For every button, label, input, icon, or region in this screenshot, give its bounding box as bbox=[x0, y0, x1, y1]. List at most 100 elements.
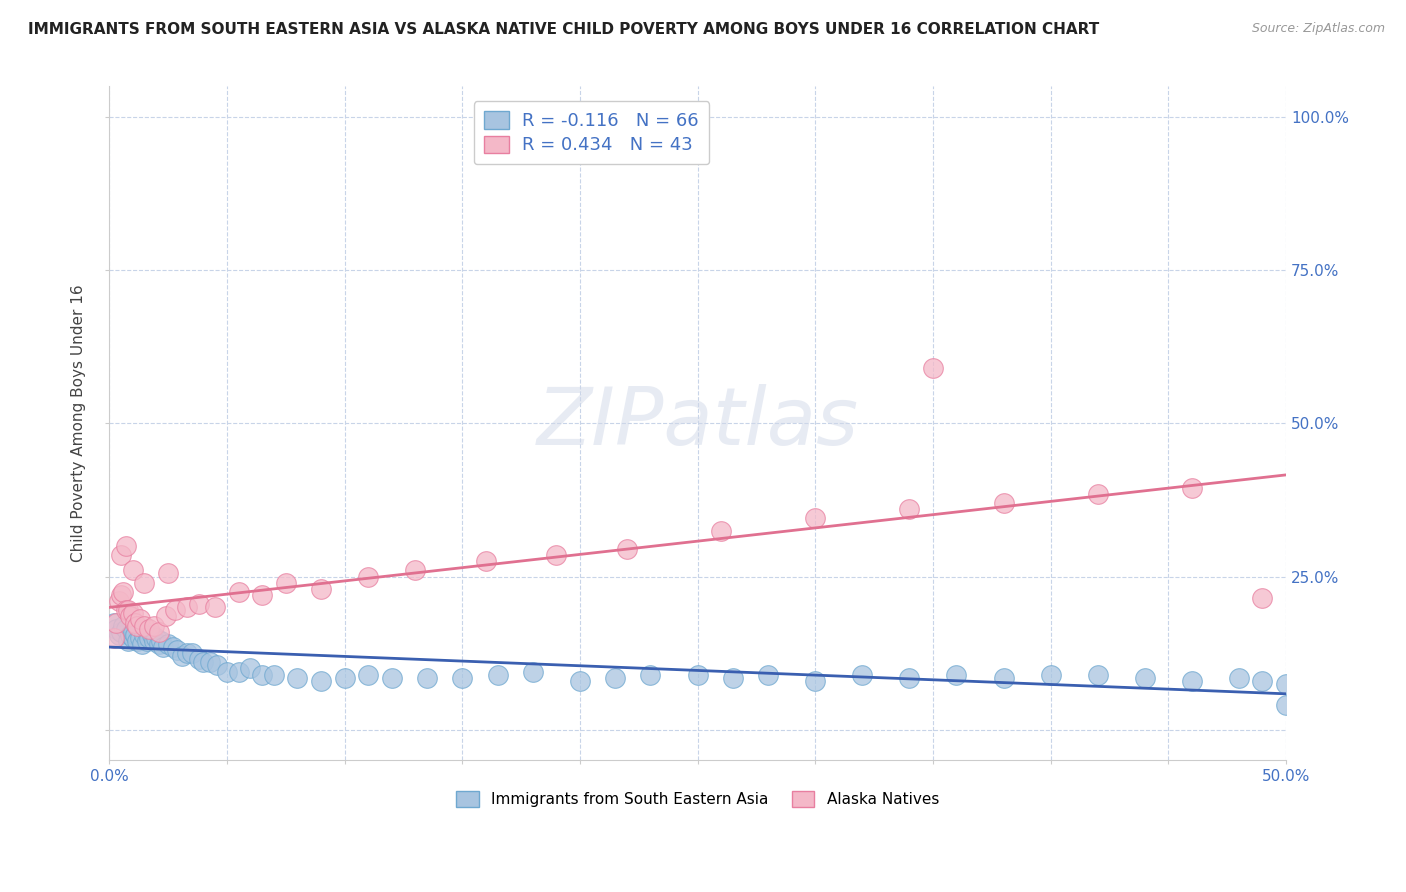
Point bbox=[756, 667, 779, 681]
Point bbox=[135, 633, 157, 648]
Legend: Immigrants from South Eastern Asia, Alaska Natives: Immigrants from South Eastern Asia, Alas… bbox=[450, 785, 945, 814]
Point bbox=[145, 631, 167, 645]
Point bbox=[851, 667, 873, 681]
Point bbox=[200, 656, 222, 670]
Point bbox=[131, 637, 153, 651]
Point bbox=[162, 640, 184, 654]
Text: Source: ZipAtlas.com: Source: ZipAtlas.com bbox=[1251, 22, 1385, 36]
Point bbox=[128, 631, 150, 645]
Point bbox=[898, 502, 921, 516]
Point bbox=[127, 618, 149, 632]
Point bbox=[134, 575, 156, 590]
Point bbox=[156, 637, 179, 651]
Point bbox=[239, 661, 262, 675]
Point bbox=[110, 548, 132, 562]
Point bbox=[105, 615, 128, 630]
Point bbox=[333, 671, 356, 685]
Point bbox=[263, 667, 285, 681]
Point bbox=[103, 631, 125, 645]
Point bbox=[474, 554, 496, 568]
Point bbox=[152, 640, 174, 654]
Point bbox=[121, 563, 143, 577]
Point bbox=[187, 597, 209, 611]
Point bbox=[112, 585, 135, 599]
Point bbox=[124, 628, 146, 642]
Point bbox=[207, 658, 229, 673]
Point bbox=[721, 671, 744, 685]
Point bbox=[110, 588, 132, 602]
Point bbox=[193, 656, 215, 670]
Point bbox=[107, 628, 129, 642]
Point bbox=[120, 628, 142, 642]
Point bbox=[250, 667, 273, 681]
Point bbox=[228, 585, 250, 599]
Point bbox=[148, 637, 170, 651]
Point bbox=[546, 548, 568, 562]
Point bbox=[1133, 671, 1156, 685]
Point bbox=[640, 667, 662, 681]
Point bbox=[451, 671, 474, 685]
Point bbox=[1087, 667, 1109, 681]
Point bbox=[993, 671, 1015, 685]
Point bbox=[128, 612, 150, 626]
Point bbox=[148, 624, 170, 639]
Point bbox=[121, 631, 143, 645]
Point bbox=[103, 615, 125, 630]
Point bbox=[215, 665, 238, 679]
Point bbox=[176, 646, 198, 660]
Point bbox=[1275, 698, 1298, 713]
Point bbox=[155, 609, 177, 624]
Point bbox=[105, 622, 128, 636]
Point bbox=[142, 633, 165, 648]
Point bbox=[1227, 671, 1250, 685]
Point bbox=[287, 671, 309, 685]
Point bbox=[804, 673, 827, 688]
Point bbox=[156, 566, 179, 581]
Point bbox=[568, 673, 591, 688]
Point bbox=[404, 563, 426, 577]
Point bbox=[120, 609, 142, 624]
Point bbox=[141, 628, 163, 642]
Point bbox=[124, 615, 146, 630]
Point bbox=[1181, 673, 1204, 688]
Point bbox=[180, 646, 202, 660]
Point bbox=[117, 603, 139, 617]
Point bbox=[486, 667, 509, 681]
Point bbox=[127, 633, 149, 648]
Point bbox=[357, 569, 380, 583]
Point bbox=[121, 624, 143, 639]
Point bbox=[357, 667, 380, 681]
Point bbox=[134, 618, 156, 632]
Point bbox=[1251, 591, 1274, 605]
Point bbox=[187, 652, 209, 666]
Point bbox=[138, 631, 160, 645]
Point bbox=[710, 524, 733, 538]
Point bbox=[204, 600, 226, 615]
Point bbox=[114, 622, 136, 636]
Point bbox=[1087, 487, 1109, 501]
Point bbox=[309, 582, 332, 596]
Point bbox=[1039, 667, 1062, 681]
Point bbox=[228, 665, 250, 679]
Point bbox=[110, 624, 132, 639]
Point bbox=[114, 539, 136, 553]
Point bbox=[176, 600, 198, 615]
Point bbox=[686, 667, 709, 681]
Point bbox=[993, 496, 1015, 510]
Text: IMMIGRANTS FROM SOUTH EASTERN ASIA VS ALASKA NATIVE CHILD POVERTY AMONG BOYS UND: IMMIGRANTS FROM SOUTH EASTERN ASIA VS AL… bbox=[28, 22, 1099, 37]
Point bbox=[166, 643, 188, 657]
Point bbox=[416, 671, 439, 685]
Point bbox=[165, 603, 187, 617]
Point bbox=[274, 575, 297, 590]
Point bbox=[522, 665, 544, 679]
Point bbox=[121, 607, 143, 621]
Point bbox=[922, 361, 945, 376]
Point bbox=[804, 511, 827, 525]
Point bbox=[309, 673, 332, 688]
Point bbox=[1181, 481, 1204, 495]
Point bbox=[114, 603, 136, 617]
Point bbox=[134, 628, 156, 642]
Point bbox=[1251, 673, 1274, 688]
Point bbox=[945, 667, 967, 681]
Point bbox=[172, 649, 194, 664]
